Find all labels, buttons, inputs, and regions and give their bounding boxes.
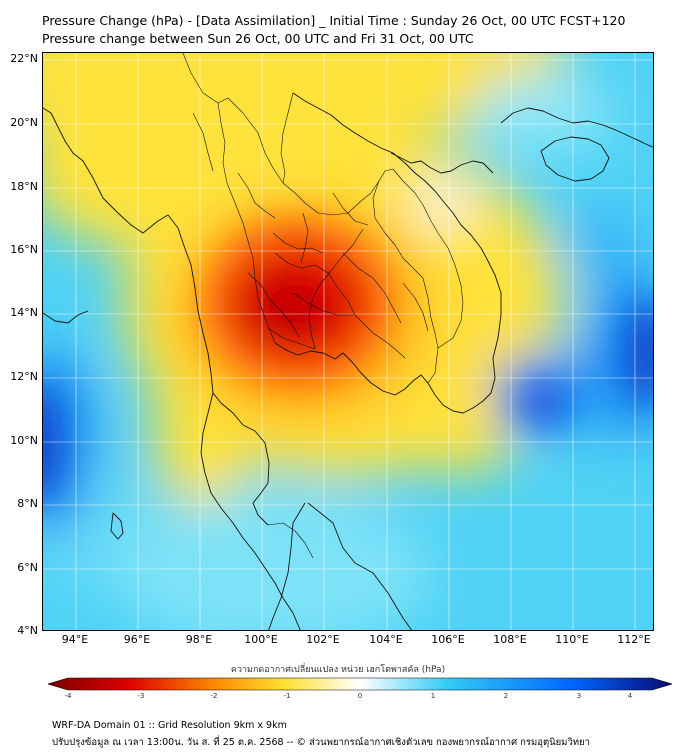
colorbar-tick-4: 4 [627, 692, 633, 700]
lon-label-96e: 96°E [123, 633, 151, 646]
lat-label-4n: 4°N [17, 624, 38, 637]
lon-label-98e: 98°E [185, 633, 213, 646]
colorbar-tick-3: 3 [576, 692, 582, 700]
footer-grid-info: WRF-DA Domain 01 :: Grid Resolution 9km … [52, 720, 287, 731]
lon-label-102e: 102°E [306, 633, 340, 646]
lon-label-94e: 94°E [61, 633, 89, 646]
lat-label-14n: 14°N [10, 306, 38, 319]
lat-lon-gridlines [43, 53, 653, 630]
colorbar-tick-1: 1 [430, 692, 436, 700]
lon-label-112e: 112°E [617, 633, 651, 646]
lon-label-104e: 104°E [369, 633, 403, 646]
map-subtitle: Pressure change between Sun 26 Oct, 00 U… [42, 31, 474, 46]
colorbar [48, 677, 672, 691]
colorbar-tick-0: 0 [357, 692, 363, 700]
lat-label-10n: 10°N [10, 434, 38, 447]
lon-label-106e: 106°E [431, 633, 465, 646]
footer-credit: ปรับปรุงข้อมูล ณ เวลา 13:00น. วัน ส. ที่… [52, 737, 590, 748]
coastlines [43, 92, 653, 630]
map-canvas [43, 53, 653, 630]
lat-label-16n: 16°N [10, 243, 38, 256]
colorbar-title: ความกดอากาศเปลี่ยนแปลง หน่วย เฮกโตพาสคัล… [230, 665, 446, 675]
lat-label-12n: 12°N [10, 370, 38, 383]
lat-label-6n: 6°N [17, 561, 38, 574]
lat-label-22n: 22°N [10, 52, 38, 65]
colorbar-tick-minus1: -1 [283, 692, 291, 700]
lon-label-108e: 108°E [493, 633, 527, 646]
lon-label-100e: 100°E [244, 633, 278, 646]
lat-label-18n: 18°N [10, 180, 38, 193]
lat-label-20n: 20°N [10, 116, 38, 129]
colorbar-tick-minus3: -3 [137, 692, 145, 700]
map-title: Pressure Change (hPa) - [Data Assimilati… [42, 13, 626, 28]
lon-label-110e: 110°E [555, 633, 589, 646]
country-borders [182, 53, 464, 559]
colorbar-gradient [48, 677, 672, 691]
lat-label-8n: 8°N [17, 497, 38, 510]
colorbar-tick-minus2: -2 [210, 692, 218, 700]
colorbar-tick-minus4: -4 [64, 692, 72, 700]
colorbar-tick-2: 2 [503, 692, 509, 700]
pressure-change-map [42, 52, 654, 631]
